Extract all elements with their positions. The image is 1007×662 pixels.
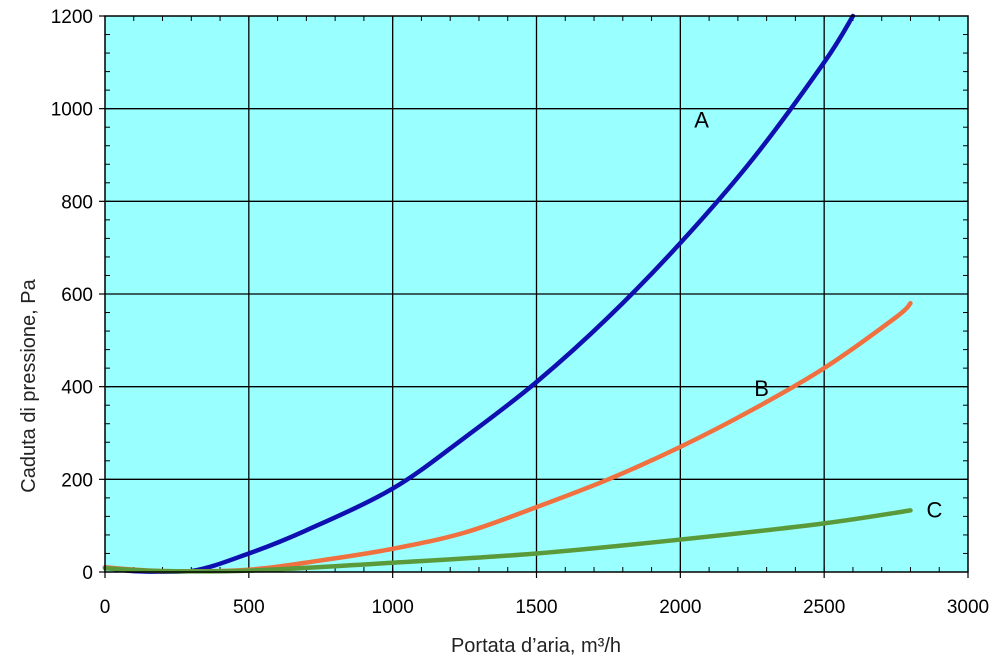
plot-border <box>104 15 969 573</box>
y-tick-labels: 0 200 400 600 800 1000 1200 <box>51 7 93 584</box>
y-tick-label: 200 <box>61 470 93 491</box>
x-tick-label: 1500 <box>515 597 557 618</box>
y-tick-label: 1200 <box>51 7 93 28</box>
series-label-c: C <box>926 497 942 522</box>
x-tick-label: 0 <box>100 597 111 618</box>
x-tick-label: 3000 <box>947 597 989 618</box>
y-tick-label: 400 <box>61 378 93 399</box>
x-tick-label: 1000 <box>372 597 414 618</box>
x-axis-title: Portata d’aria, m³/h <box>451 635 621 657</box>
y-axis-title: Caduta di pressione, Pa <box>18 278 40 492</box>
x-tick-label: 500 <box>233 597 265 618</box>
series-labels: A B C <box>694 108 942 523</box>
y-tick-label: 0 <box>82 563 93 584</box>
tick-marks <box>99 15 969 578</box>
x-tick-labels: 0 500 1000 1500 2000 2500 3000 <box>100 597 989 618</box>
series-label-b: B <box>754 376 769 401</box>
x-tick-label: 2000 <box>659 597 701 618</box>
x-tick-label: 2500 <box>803 597 845 618</box>
grid-lines <box>105 16 968 572</box>
y-tick-label: 600 <box>61 285 93 306</box>
series-line-a <box>102 13 856 574</box>
y-tick-label: 1000 <box>51 100 93 121</box>
y-tick-label: 800 <box>61 192 93 213</box>
series-label-a: A <box>694 108 709 133</box>
